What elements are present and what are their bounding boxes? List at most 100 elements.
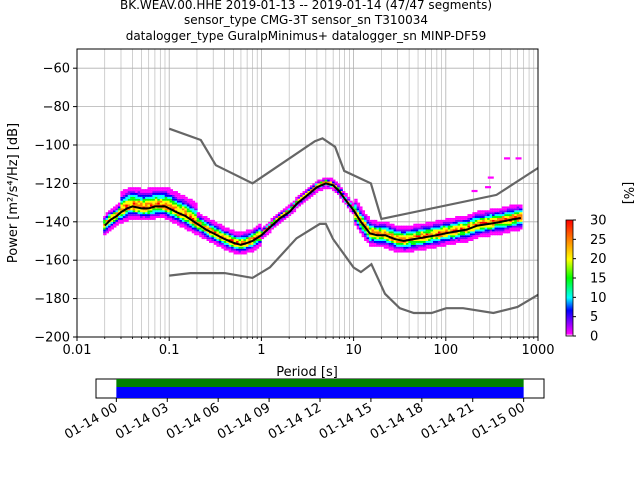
density-cell bbox=[233, 231, 238, 234]
density-cell bbox=[437, 239, 442, 241]
density-cell bbox=[322, 185, 326, 188]
density-cell bbox=[400, 229, 405, 232]
density-cell bbox=[469, 229, 474, 232]
density-cell bbox=[371, 229, 375, 232]
density-cell bbox=[154, 214, 159, 217]
density-cell bbox=[292, 208, 297, 211]
density-cell bbox=[455, 237, 459, 240]
density-cell bbox=[154, 198, 159, 201]
density-cell bbox=[275, 223, 279, 226]
density-cell bbox=[287, 208, 292, 211]
density-cell bbox=[393, 237, 398, 240]
density-cell bbox=[403, 235, 407, 238]
density-cell bbox=[140, 193, 144, 195]
density-cell bbox=[339, 189, 343, 192]
density-cell bbox=[359, 210, 363, 213]
density-cell bbox=[393, 231, 398, 234]
density-cell bbox=[233, 239, 238, 241]
density-cell bbox=[287, 206, 292, 209]
density-cell bbox=[420, 223, 425, 226]
density-cell bbox=[381, 244, 385, 247]
colorbar-tick-label: 5 bbox=[590, 310, 598, 325]
density-cell bbox=[127, 214, 132, 217]
density-cell bbox=[464, 237, 469, 240]
density-cell bbox=[484, 229, 489, 232]
density-cell bbox=[140, 202, 144, 205]
density-cell bbox=[147, 200, 151, 203]
density-cell bbox=[391, 241, 395, 243]
density-cell bbox=[432, 241, 437, 243]
density-cell bbox=[248, 250, 252, 253]
density-cell bbox=[467, 233, 471, 236]
density-cell bbox=[511, 225, 516, 228]
density-cell bbox=[403, 225, 407, 228]
density-cell bbox=[181, 208, 186, 211]
density-cell bbox=[479, 229, 484, 232]
density-cell bbox=[236, 250, 240, 253]
density-cell bbox=[159, 200, 164, 203]
density-cell bbox=[135, 202, 139, 205]
density-cell bbox=[162, 193, 166, 195]
density-cell bbox=[300, 196, 304, 199]
density-cell bbox=[122, 200, 127, 203]
density-cell bbox=[430, 244, 434, 247]
density-cell bbox=[469, 235, 474, 238]
density-cell bbox=[467, 225, 471, 228]
density-cell bbox=[336, 187, 341, 190]
density-cell bbox=[346, 200, 351, 203]
density-cell bbox=[415, 248, 420, 251]
density-cell bbox=[108, 229, 112, 232]
density-cell bbox=[499, 217, 503, 220]
density-cell bbox=[177, 214, 181, 217]
density-cell bbox=[122, 212, 127, 215]
density-cell bbox=[460, 231, 464, 234]
density-cell bbox=[322, 177, 326, 180]
density-cell bbox=[115, 212, 119, 215]
colorbar-tick-label: 25 bbox=[590, 233, 607, 248]
density-cell bbox=[194, 210, 198, 213]
density-cell bbox=[511, 214, 516, 217]
density-cell bbox=[484, 221, 489, 224]
density-cell bbox=[457, 233, 462, 236]
density-cell bbox=[371, 219, 375, 222]
density-cell bbox=[248, 233, 252, 236]
density-cell bbox=[428, 223, 432, 226]
title-line-3: datalogger_type GuralpMinimus+ datalogge… bbox=[126, 29, 487, 43]
density-cell bbox=[499, 210, 503, 213]
density-cell bbox=[248, 237, 252, 240]
density-cell bbox=[103, 225, 107, 228]
plot-frame bbox=[76, 48, 539, 338]
density-cell bbox=[258, 242, 262, 245]
density-cell bbox=[514, 223, 518, 226]
density-cell bbox=[218, 241, 223, 243]
density-cell bbox=[113, 208, 117, 211]
density-cell bbox=[186, 206, 191, 209]
density-cell bbox=[506, 221, 511, 224]
density-cell bbox=[356, 221, 361, 224]
density-cell bbox=[364, 237, 368, 240]
density-cell bbox=[108, 210, 112, 213]
density-cell bbox=[159, 214, 164, 217]
density-cell bbox=[405, 237, 410, 240]
density-cell bbox=[218, 223, 223, 226]
density-cell bbox=[467, 216, 471, 218]
density-cell bbox=[464, 235, 469, 238]
density-cell bbox=[437, 241, 442, 243]
density-cell bbox=[130, 217, 134, 220]
x-tick-label: 1 bbox=[257, 343, 265, 358]
density-cell bbox=[396, 241, 400, 243]
density-cell bbox=[218, 229, 223, 232]
y-tick-label: −100 bbox=[34, 139, 70, 154]
density-cell bbox=[514, 216, 518, 218]
density-cell bbox=[462, 225, 466, 228]
density-cell bbox=[137, 204, 142, 207]
density-cell bbox=[248, 242, 252, 245]
density-cell bbox=[447, 227, 452, 230]
density-cell bbox=[432, 242, 437, 245]
density-cell bbox=[172, 198, 176, 201]
density-cell bbox=[398, 231, 402, 234]
density-cell bbox=[130, 189, 134, 192]
density-cell bbox=[132, 217, 137, 220]
density-cell bbox=[209, 235, 213, 238]
density-cell bbox=[213, 223, 218, 226]
